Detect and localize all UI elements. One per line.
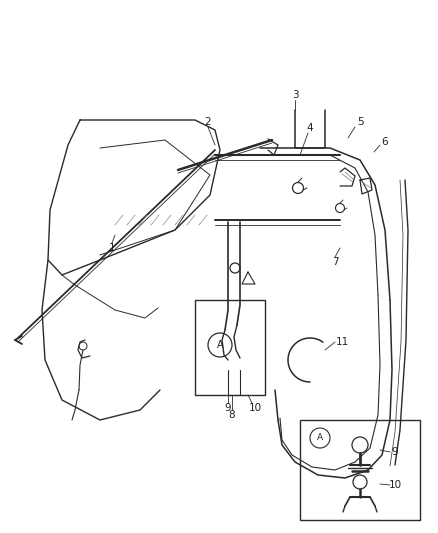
Bar [300,420,420,520]
Text: 10: 10 [248,403,261,413]
Text: 2: 2 [205,117,211,127]
Text: 4: 4 [307,123,313,133]
Text: A: A [317,433,323,442]
Bar [195,300,265,395]
Text: 5: 5 [357,117,363,127]
Text: 10: 10 [389,480,402,490]
Text: 6: 6 [381,137,389,147]
Text: 7: 7 [332,257,338,267]
Text: A: A [217,340,223,350]
Text: 9: 9 [225,403,231,413]
Text: 3: 3 [292,90,298,100]
Text: 9: 9 [392,447,398,457]
Text: 11: 11 [336,337,349,347]
Text: 1: 1 [109,243,115,253]
Text: 8: 8 [229,410,235,420]
